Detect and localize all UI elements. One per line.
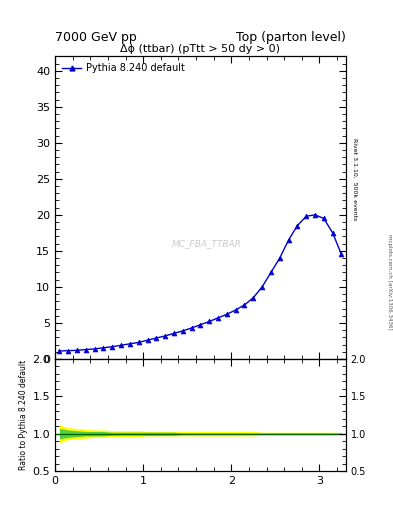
Y-axis label: Ratio to Pythia 8.240 default: Ratio to Pythia 8.240 default xyxy=(19,360,28,470)
Text: 7000 GeV pp: 7000 GeV pp xyxy=(55,31,137,44)
Title: Δϕ (ttbar) (pTtt > 50 dy > 0): Δϕ (ttbar) (pTtt > 50 dy > 0) xyxy=(120,44,281,54)
Legend: Pythia 8.240 default: Pythia 8.240 default xyxy=(60,61,187,75)
Text: MC_FBA_TTBAR: MC_FBA_TTBAR xyxy=(171,240,241,248)
Text: mcplots.cern.ch [arXiv:1306.3436]: mcplots.cern.ch [arXiv:1306.3436] xyxy=(387,234,391,329)
Text: Rivet 3.1.10,  500k events: Rivet 3.1.10, 500k events xyxy=(352,138,357,220)
Text: Top (parton level): Top (parton level) xyxy=(236,31,346,44)
